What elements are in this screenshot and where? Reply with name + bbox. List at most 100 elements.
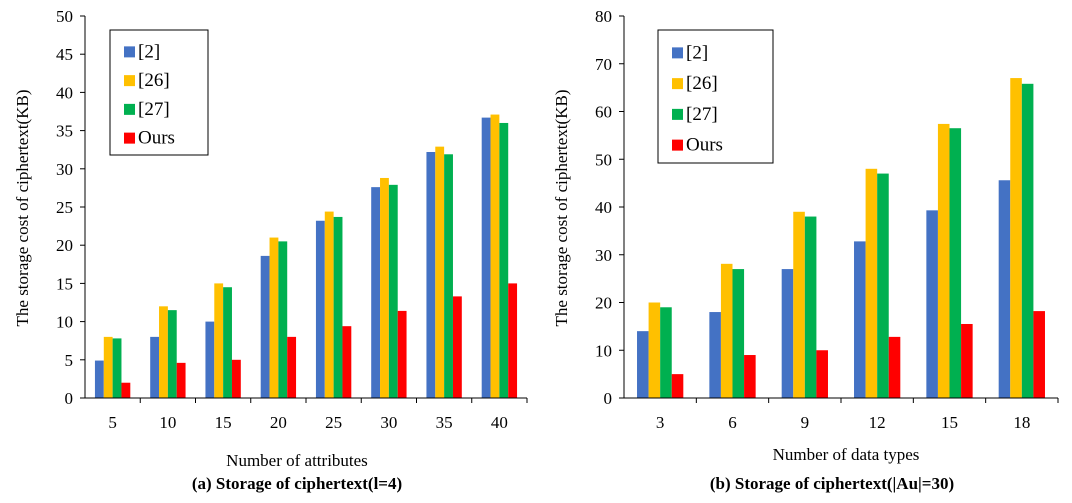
chart-a-bar-2-3 xyxy=(278,241,288,398)
chart-b-bars xyxy=(637,78,1045,399)
chart-a-bars xyxy=(94,114,518,399)
chart-a-bar-1-3 xyxy=(269,237,279,398)
chart-a-legend-swatch-3 xyxy=(124,132,135,144)
chart-a-legend-label-0: [2] xyxy=(138,41,160,62)
chart-b-x-tick-label: 3 xyxy=(656,413,665,432)
chart-b-bar-0-2 xyxy=(781,269,794,398)
chart-b-x-tick-label: 18 xyxy=(1013,413,1030,432)
chart-b-legend-swatch-1 xyxy=(672,78,683,90)
chart-b-y-tick-label: 40 xyxy=(595,198,612,217)
chart-b-bar-1-5 xyxy=(1010,78,1022,398)
chart-a: 0 5 10 15 20 25 30 35 40 45 50 5 10 15 20 25 30 35 40 [2]… xyxy=(13,7,528,493)
chart-a-legend-swatch-1 xyxy=(124,75,135,87)
chart-b-bar-0-1 xyxy=(709,312,721,398)
chart-a-y-tick-label: 10 xyxy=(56,313,73,332)
chart-b-y-tick-label: 0 xyxy=(604,389,613,408)
chart-a-bar-0-6 xyxy=(426,151,436,398)
chart-a-bar-1-4 xyxy=(324,211,334,398)
chart-b-bar-3-2 xyxy=(816,350,828,398)
chart-a-bar-0-2 xyxy=(205,321,215,398)
chart-a-bar-2-0 xyxy=(112,338,122,398)
chart-a-caption: (a) Storage of ciphertext(l=4) xyxy=(192,474,402,493)
chart-a-bar-2-7 xyxy=(499,122,509,399)
chart-b-legend: [2] [26] [27] Ours xyxy=(657,29,774,164)
chart-a-y-tick-label: 30 xyxy=(56,160,73,179)
chart-a-y-axis-label: The storage cost of ciphertext(KB) xyxy=(13,90,32,327)
chart-b-bar-3-3 xyxy=(888,336,901,398)
chart-a-bar-2-2 xyxy=(223,287,232,398)
chart-a-x-tick-label: 25 xyxy=(325,413,342,432)
chart-a-legend-label-3: Ours xyxy=(138,128,175,149)
chart-b-bar-3-0 xyxy=(671,374,684,398)
chart-a-y-tick-label: 15 xyxy=(56,274,73,293)
chart-a-bar-2-4 xyxy=(333,216,343,398)
chart-b-y-tick-label: 50 xyxy=(595,150,612,169)
chart-b-y-tick-label: 10 xyxy=(595,341,612,360)
chart-b-bar-0-4 xyxy=(926,210,938,398)
chart-a-x-tick-label: 40 xyxy=(491,413,508,432)
chart-a-bar-1-2 xyxy=(214,283,224,398)
chart-a-bar-0-0 xyxy=(94,360,104,398)
chart-b-x-tick-label: 12 xyxy=(869,413,886,432)
chart-a-x-tick-label: 15 xyxy=(215,413,232,432)
chart-a-bar-1-1 xyxy=(159,306,168,398)
chart-b-bar-2-4 xyxy=(949,128,962,398)
chart-b-y-ticks: 0 10 20 30 40 50 60 70 80 xyxy=(595,7,624,408)
chart-a-legend-label-1: [26] xyxy=(138,70,170,91)
chart-a-legend-swatch-2 xyxy=(124,103,135,115)
chart-b: 0 10 20 30 40 50 60 70 80 3 6 9 12 15 18 [2] [26] [27] O… xyxy=(552,7,1059,493)
chart-b-y-tick-label: 30 xyxy=(595,246,612,265)
chart-a-y-tick-label: 45 xyxy=(56,45,73,64)
chart-a-bar-3-7 xyxy=(508,283,518,398)
chart-a-legend-swatch-0 xyxy=(124,46,135,58)
chart-a-x-tick-label: 35 xyxy=(436,413,453,432)
chart-b-y-tick-label: 70 xyxy=(595,55,612,74)
chart-a-bar-1-7 xyxy=(490,114,500,398)
chart-b-x-tick-label: 9 xyxy=(801,413,810,432)
chart-a-bar-2-6 xyxy=(444,154,453,398)
chart-b-bar-2-1 xyxy=(732,269,745,398)
chart-b-x-tick-label: 15 xyxy=(941,413,958,432)
chart-b-bar-1-3 xyxy=(865,168,878,398)
chart-b-legend-label-2: [27] xyxy=(686,104,718,125)
chart-a-x-ticks: 5 10 15 20 25 30 35 40 xyxy=(108,398,528,432)
chart-b-bar-2-3 xyxy=(877,173,889,398)
chart-a-bar-3-0 xyxy=(121,382,131,398)
chart-a-bar-0-5 xyxy=(371,187,381,398)
chart-a-x-tick-label: 30 xyxy=(380,413,397,432)
chart-b-bar-3-5 xyxy=(1033,311,1045,398)
chart-a-y-tick-label: 40 xyxy=(56,83,73,102)
chart-a-bar-1-0 xyxy=(103,336,113,398)
chart-b-y-tick-label: 80 xyxy=(595,7,612,26)
chart-a-bar-3-4 xyxy=(342,326,352,398)
chart-a-y-tick-label: 25 xyxy=(56,198,73,217)
chart-a-bar-0-3 xyxy=(260,255,270,398)
chart-b-bar-2-0 xyxy=(660,307,672,398)
chart-a-bar-0-7 xyxy=(481,117,491,398)
chart-a-bar-3-1 xyxy=(176,362,186,398)
chart-a-bar-2-5 xyxy=(388,184,398,398)
chart-b-bar-3-1 xyxy=(744,355,756,398)
chart-b-y-tick-label: 60 xyxy=(595,103,612,122)
chart-b-legend-label-3: Ours xyxy=(686,135,723,156)
chart-b-legend-swatch-3 xyxy=(672,139,683,151)
chart-b-bar-1-4 xyxy=(937,123,950,398)
chart-a-legend-label-2: [27] xyxy=(138,99,170,120)
chart-b-bar-0-5 xyxy=(998,180,1011,398)
chart-b-x-ticks: 3 6 9 12 15 18 xyxy=(656,398,1059,432)
chart-b-bar-2-2 xyxy=(804,216,817,398)
chart-a-bar-3-6 xyxy=(452,296,462,398)
chart-a-bar-3-3 xyxy=(287,336,297,398)
chart-a-bar-2-1 xyxy=(167,310,177,398)
chart-a-y-tick-label: 20 xyxy=(56,236,73,255)
chart-a-y-tick-label: 0 xyxy=(65,389,74,408)
chart-b-legend-label-0: [2] xyxy=(686,42,708,63)
chart-b-caption: (b) Storage of ciphertext(|Au|=30) xyxy=(710,474,954,493)
chart-a-y-tick-label: 35 xyxy=(56,122,73,141)
chart-b-legend-label-1: [26] xyxy=(686,73,718,94)
chart-a-y-ticks: 0 5 10 15 20 25 30 35 40 45 50 xyxy=(56,7,85,408)
chart-b-bar-1-2 xyxy=(793,211,805,398)
chart-a-x-tick-label: 10 xyxy=(159,413,176,432)
chart-b-bar-1-1 xyxy=(720,263,733,398)
chart-b-bar-1-0 xyxy=(648,302,661,398)
